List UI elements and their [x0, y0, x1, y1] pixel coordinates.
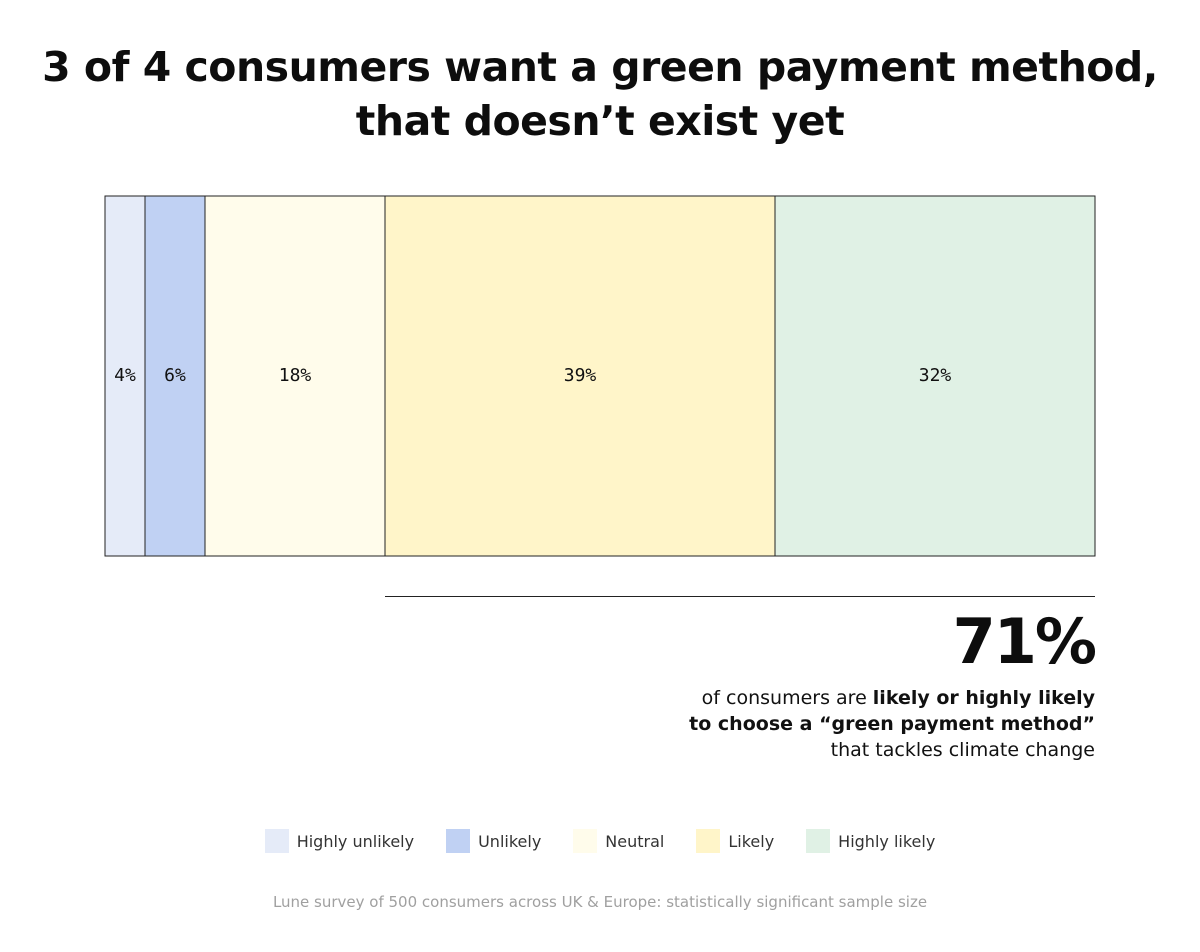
legend-label-highly-unlikely: Highly unlikely [296, 831, 415, 851]
bar-label-highly-unlikely: 4% [114, 365, 136, 386]
legend-swatch-highly-likely [806, 829, 831, 853]
legend-swatch-highly-unlikely [264, 829, 289, 853]
chart-legend: Highly unlikely Unlikely Neutral Likely … [0, 829, 1200, 853]
legend-label-highly-likely: Highly likely [838, 831, 936, 851]
chart-title-line-1: 3 of 4 consumers want a green payment me… [42, 43, 1158, 91]
bar-segment-likely [384, 195, 776, 557]
callout-percentage: 71% [952, 605, 1097, 678]
callout-divider-line [385, 596, 1095, 597]
bar-label-unlikely: 6% [164, 365, 186, 386]
legend-item-highly-unlikely: Highly unlikely [264, 829, 415, 853]
bar-label-neutral: 18% [279, 365, 312, 386]
footnote-source: Lune survey of 500 consumers across UK &… [272, 893, 928, 911]
chart-title-line-2: that doesn’t exist yet [355, 97, 845, 145]
stacked-bar-chart: 4% 6% 18% 39% 32% [104, 195, 1096, 557]
legend-swatch-likely [696, 829, 721, 853]
legend-label-unlikely: Unlikely [478, 831, 542, 851]
bar-label-likely: 39% [564, 365, 597, 386]
bar-label-highly-likely: 32% [919, 365, 952, 386]
legend-item-likely: Likely [696, 829, 774, 853]
callout-text-bold: likely or highly likely to choose a “gre… [689, 687, 1095, 735]
chart-title: 3 of 4 consumers want a green payment me… [0, 40, 1200, 148]
bar-segment-neutral [204, 195, 386, 557]
legend-label-likely: Likely [728, 831, 775, 851]
legend-item-unlikely: Unlikely [446, 829, 541, 853]
legend-swatch-neutral [573, 829, 598, 853]
bar-segment-highly-likely [774, 195, 1096, 557]
callout-text-suffix: that tackles climate change [830, 739, 1095, 761]
bar-segment-highly-unlikely [104, 195, 146, 557]
legend-item-highly-likely: Highly likely [806, 829, 935, 853]
callout-text-prefix: of consumers are [701, 687, 873, 709]
legend-item-neutral: Neutral [573, 829, 664, 853]
bar-segment-unlikely [144, 195, 206, 557]
callout-description: of consumers are likely or highly likely… [675, 685, 1095, 763]
legend-swatch-unlikely [446, 829, 471, 853]
legend-label-neutral: Neutral [605, 831, 665, 851]
